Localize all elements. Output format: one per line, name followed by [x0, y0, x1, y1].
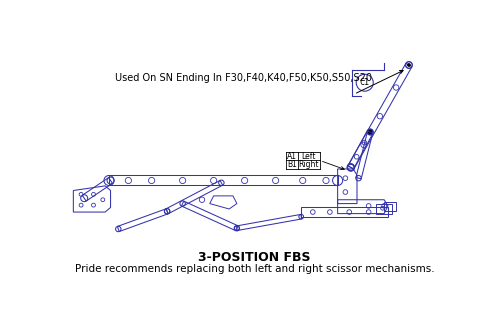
- Text: Pride recommends replacing both left and right scissor mechanisms.: Pride recommends replacing both left and…: [75, 264, 434, 274]
- Text: Right: Right: [298, 160, 319, 169]
- Text: C1: C1: [360, 78, 370, 87]
- Text: 3-POSITION FBS: 3-POSITION FBS: [198, 251, 311, 264]
- Text: A1: A1: [287, 152, 297, 161]
- Circle shape: [368, 130, 372, 134]
- Text: B1: B1: [287, 160, 297, 169]
- Text: Used On SN Ending In F30,F40,K40,F50,K50,S50,S20: Used On SN Ending In F30,F40,K40,F50,K50…: [115, 73, 372, 83]
- Circle shape: [408, 64, 410, 66]
- Text: Left: Left: [302, 152, 316, 161]
